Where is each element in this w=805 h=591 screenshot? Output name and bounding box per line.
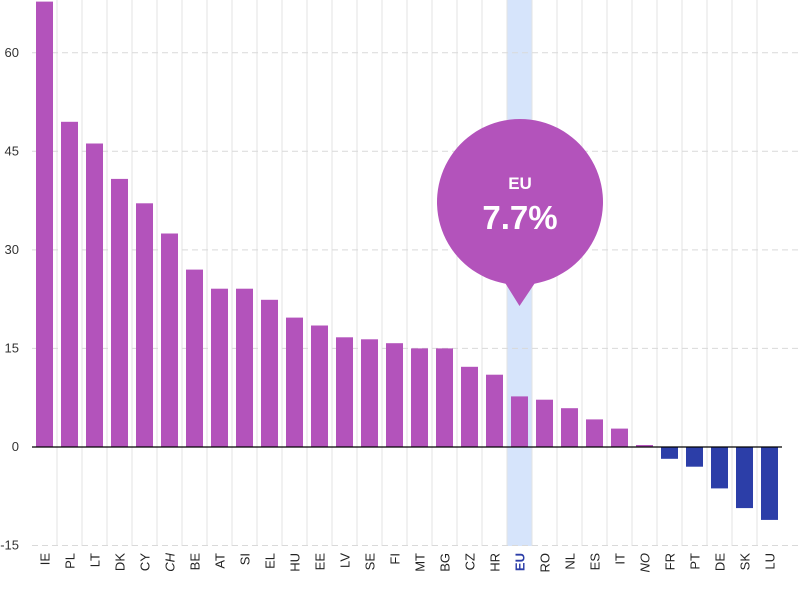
bar-lv: [336, 337, 353, 447]
y-axis-ticks: -15 0 15 30 45 60: [0, 45, 19, 553]
x-tick-label: RO: [538, 553, 553, 573]
y-tick-label: 45: [5, 143, 19, 158]
x-axis-labels: IE PL LT DK CY CH BE AT SI EL HU EE LV SE FI MT BG CZ HR EU…: [38, 552, 778, 572]
bar-si: [236, 288, 253, 447]
callout-label: EU: [508, 174, 532, 193]
bar-bg: [436, 348, 453, 447]
bar-fi: [386, 343, 403, 447]
bar-lt: [86, 143, 103, 447]
bar-ee: [311, 325, 328, 447]
bar-pl: [61, 121, 78, 448]
bar-ch: [161, 233, 178, 447]
x-tick-label: NO: [638, 553, 653, 573]
bar-sk: [736, 447, 753, 509]
bar-ie: [36, 1, 53, 447]
bar-dk: [111, 178, 128, 447]
x-tick-label: NL: [563, 553, 578, 570]
x-tick-label: HU: [288, 553, 303, 572]
x-tick-label: BG: [438, 553, 453, 572]
x-tick-label: MT: [413, 553, 428, 572]
x-tick-label: DE: [713, 553, 728, 571]
bar-eu: [511, 396, 528, 447]
bar-se: [361, 339, 378, 447]
x-tick-label: ES: [588, 553, 603, 571]
y-tick-label: 30: [5, 242, 19, 257]
x-tick-label: AT: [213, 553, 228, 569]
x-tick-label: CY: [138, 553, 153, 571]
bars-layer: [36, 1, 778, 520]
bar-cz: [461, 366, 478, 447]
callout-bubble: [437, 118, 603, 306]
x-tick-label: FR: [663, 553, 678, 570]
bar-it: [611, 428, 628, 447]
x-tick-label: EL: [263, 553, 278, 569]
x-tick-label: BE: [188, 553, 203, 571]
x-tick-label: PT: [688, 553, 703, 570]
x-tick-label: CZ: [463, 553, 478, 570]
x-tick-label: EE: [313, 553, 328, 571]
y-tick-label: 15: [5, 340, 19, 355]
x-tick-label: SE: [363, 553, 378, 571]
eu-callout: EU 7.7%: [437, 118, 603, 306]
bar-hu: [286, 317, 303, 447]
x-tick-label: DK: [113, 553, 128, 571]
bar-be: [186, 269, 203, 447]
x-tick-label: SK: [738, 553, 753, 571]
bar-es: [586, 419, 603, 447]
callout-value: 7.7%: [482, 199, 557, 236]
bar-mt: [411, 348, 428, 447]
bar-fr: [661, 447, 678, 459]
bar-pt: [686, 447, 703, 467]
x-tick-label: SI: [238, 553, 253, 565]
y-tick-label: 0: [12, 439, 19, 454]
bar-at: [211, 288, 228, 447]
x-tick-label: LT: [88, 553, 103, 567]
grid-layer: [32, 0, 800, 546]
bar-de: [711, 447, 728, 489]
y-tick-label: 60: [5, 45, 19, 60]
bar-ro: [536, 399, 553, 447]
x-tick-label: PL: [63, 553, 78, 569]
bar-cy: [136, 203, 153, 447]
x-tick-label: CH: [163, 552, 178, 571]
x-tick-label: IT: [613, 553, 628, 565]
x-tick-label: IE: [38, 553, 53, 566]
bar-lu: [761, 447, 778, 520]
x-tick-label: LV: [338, 553, 353, 568]
bar-no: [636, 445, 653, 447]
bar-el: [261, 299, 278, 447]
x-tick-label: LU: [763, 553, 778, 570]
x-tick-label: FI: [388, 553, 403, 565]
x-tick-label: HR: [488, 553, 503, 572]
bar-hr: [486, 374, 503, 447]
bar-nl: [561, 408, 578, 447]
x-tick-label: EU: [513, 553, 528, 571]
y-tick-label: -15: [0, 538, 19, 553]
